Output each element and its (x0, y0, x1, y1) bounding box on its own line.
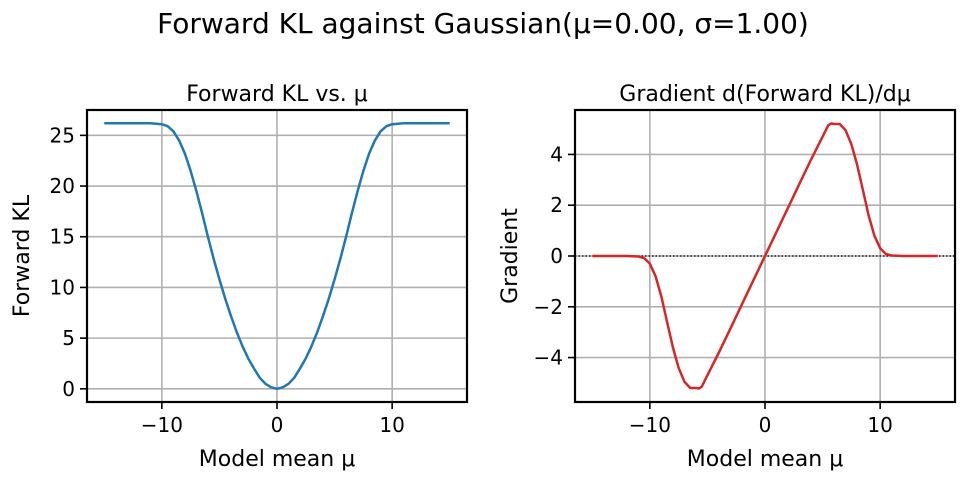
kl-plot: −10 0 10 0 5 10 15 20 25 Forward KL vs. μ Model me… (10, 82, 469, 472)
x-tick-label: 10 (867, 413, 892, 437)
y-tick-label: 5 (62, 326, 75, 350)
x-axis-label: Model mean μ (687, 447, 843, 472)
y-tick-label: 20 (50, 174, 75, 198)
y-tick-label: 4 (550, 142, 563, 166)
y-tick-label: −2 (534, 295, 563, 319)
y-axis-label: Gradient (498, 208, 523, 304)
y-tick-label: 0 (550, 244, 563, 268)
figure-suptitle: Forward KL against Gaussian(μ=0.00, σ=1.… (157, 7, 809, 40)
y-tick-label: 2 (550, 193, 563, 217)
y-tick-label: 0 (62, 377, 75, 401)
y-tick-label: 15 (50, 225, 75, 249)
y-tick-label: 10 (50, 275, 75, 299)
y-axis-label: Forward KL (10, 194, 35, 317)
x-tick-label: 10 (379, 413, 404, 437)
x-tick-label: 0 (271, 413, 284, 437)
plot-title: Forward KL vs. μ (186, 82, 368, 107)
series-line (104, 121, 450, 391)
plot-title: Gradient d(Forward KL)/dμ (619, 82, 910, 107)
x-tick-label: 0 (759, 413, 772, 437)
gradient-plot: −10 0 10 −4 −2 0 2 4 Gradient d(Forward KL)/dμ Mo… (498, 82, 957, 472)
x-axis-label: Model mean μ (199, 447, 355, 472)
series-line (592, 122, 938, 390)
x-tick-label: −10 (141, 413, 183, 437)
y-tick-label: 25 (50, 123, 75, 147)
y-tick-label: −4 (534, 346, 563, 370)
x-tick-label: −10 (629, 413, 671, 437)
